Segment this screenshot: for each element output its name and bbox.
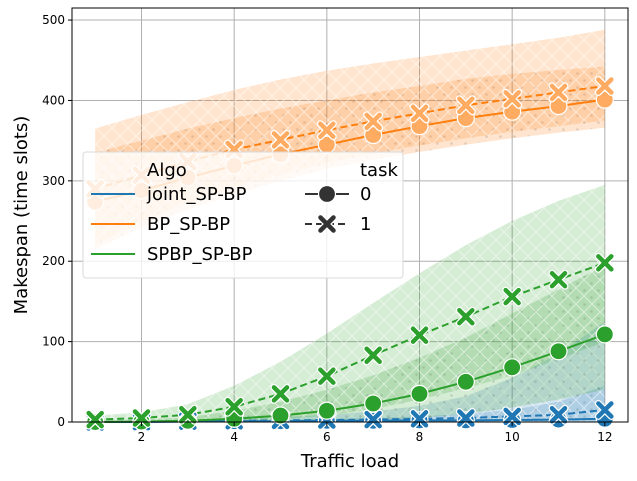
legend-label-joint-sp-bp: joint_SP-BP	[146, 184, 247, 205]
legend-label-bp-sp-bp: BP_SP-BP	[147, 214, 230, 235]
y-tick-label: 500	[42, 13, 65, 27]
x-tick-label: 8	[416, 430, 424, 444]
x-tick-label: 10	[505, 430, 520, 444]
spbp-sp-bp-task0-point	[271, 406, 290, 425]
marker-cross	[503, 287, 521, 306]
spbp-sp-bp-task0-point	[410, 384, 429, 403]
x-tick-label: 2	[138, 430, 146, 444]
marker-cross	[86, 410, 104, 429]
y-tick-label: 400	[42, 93, 65, 107]
marker-cross	[410, 410, 429, 428]
spbp-sp-bp-task0-point	[549, 342, 568, 361]
legend-task-label-0: 0	[360, 184, 371, 205]
spbp-sp-bp-task0-point	[317, 401, 336, 420]
marker-cross	[596, 254, 614, 272]
legend-items: joint_SP-BP BP_SP-BP SPBP_SP-BP 0 1	[91, 184, 371, 265]
spbp-sp-bp-task1-point	[316, 366, 337, 387]
spbp-sp-bp-task0-point	[456, 372, 475, 391]
y-axis-label: Makespan (time slots)	[11, 116, 32, 315]
marker-cross	[410, 326, 429, 344]
spbp-sp-bp-task1-point	[409, 325, 430, 346]
spbp-sp-bp-task0-point	[364, 394, 383, 413]
legend-task-title: task	[360, 160, 398, 181]
spbp-sp-bp-task0-point	[503, 358, 522, 377]
bp-sp-bp-task0-point	[595, 90, 614, 109]
marker-cross	[596, 77, 614, 95]
legend-algo-title: Algo	[147, 160, 187, 181]
marker-cross	[457, 307, 475, 326]
joint-sp-bp-task1-point	[363, 409, 384, 430]
marker-cross	[271, 385, 290, 403]
marker-cross	[318, 215, 336, 233]
spbp-sp-bp-task0-point	[595, 325, 614, 344]
bp-sp-bp-task0-point	[364, 125, 383, 145]
marker-cross	[596, 401, 614, 419]
y-tick-label: 0	[57, 415, 65, 429]
spbp-sp-bp-task1-point	[224, 396, 245, 417]
joint-sp-bp-task1-point	[455, 407, 476, 428]
spbp-sp-bp-task1-point	[177, 404, 198, 425]
marker-cross	[549, 406, 568, 424]
marker-cross	[179, 406, 197, 424]
bp-sp-bp-task1-point	[455, 95, 476, 116]
spbp-sp-bp-task1-band-hatch	[95, 184, 605, 422]
bp-sp-bp-task1-point	[270, 129, 291, 150]
marker-cross	[457, 96, 475, 115]
x-tick-label: 12	[597, 430, 612, 444]
y-tick-label: 300	[42, 174, 65, 188]
marker-cross	[549, 270, 568, 289]
bp-sp-bp-task1-point	[502, 88, 523, 109]
x-axis-label: Traffic load	[300, 451, 399, 472]
marker-cross	[364, 410, 382, 429]
y-tick-label: 100	[42, 335, 65, 349]
x-tick-label: 6	[323, 430, 331, 444]
marker-cross	[364, 346, 382, 365]
legend-label-spbp-sp-bp: SPBP_SP-BP	[147, 244, 253, 265]
x-tick-label: 4	[230, 430, 238, 444]
legend-box	[82, 151, 404, 279]
marker-cross	[503, 407, 521, 426]
joint-sp-bp-task1-point	[548, 404, 569, 425]
joint-sp-bp-task1-point	[594, 399, 615, 420]
marker-cross	[225, 397, 243, 416]
bp-sp-bp-task1-point	[409, 103, 430, 124]
spbp-sp-bp-task1-point	[548, 269, 569, 290]
plot-frame	[71, 7, 629, 423]
marker-cross	[318, 121, 336, 139]
bp-sp-bp-task1-point	[316, 120, 337, 141]
legend-task-label-1: 1	[360, 214, 371, 235]
bp-sp-bp-task1-point	[548, 82, 569, 103]
joint-sp-bp-task1-point	[502, 406, 523, 427]
marker-cross	[410, 104, 429, 123]
spbp-sp-bp-task1-point	[502, 286, 523, 307]
spbp-sp-bp-task1-point	[270, 383, 291, 404]
legend-task-marker-1	[317, 214, 337, 234]
spbp-sp-bp-task1-point	[363, 345, 384, 366]
legend: Algo task joint_SP-BP BP_SP-BP SPBP_SP-BP 0…	[82, 151, 404, 279]
marker-cross	[271, 131, 290, 149]
legend-task-marker-0	[317, 184, 337, 204]
spbp-sp-bp-task1-point	[594, 252, 615, 273]
spbp-sp-bp-task1-point	[455, 306, 476, 327]
marker-cross	[318, 367, 336, 385]
joint-sp-bp-task1-point	[409, 408, 430, 429]
bp-sp-bp-task0-point	[549, 96, 568, 116]
marker-cross	[549, 83, 568, 102]
marker-cross	[364, 112, 382, 131]
bp-sp-bp-task1-point	[363, 111, 384, 132]
spbp-sp-bp-task1-point	[85, 409, 106, 430]
y-tick-label: 200	[42, 254, 65, 268]
marker-cross	[503, 90, 521, 108]
bp-sp-bp-task1-point	[594, 75, 615, 96]
